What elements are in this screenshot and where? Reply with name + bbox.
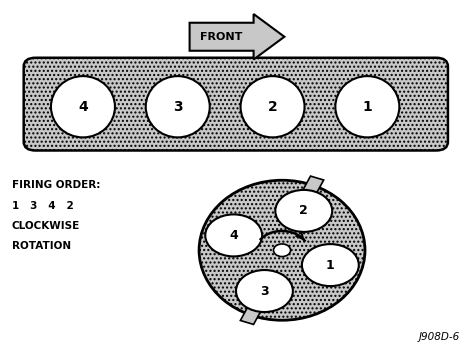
Circle shape: [275, 190, 332, 232]
Text: CLOCKWISE: CLOCKWISE: [12, 221, 80, 231]
Ellipse shape: [146, 76, 210, 138]
Text: 3: 3: [173, 100, 182, 114]
Text: FIRING ORDER:: FIRING ORDER:: [12, 180, 100, 190]
Ellipse shape: [199, 180, 365, 320]
Text: 3: 3: [260, 285, 269, 297]
Circle shape: [273, 244, 291, 257]
Polygon shape: [190, 14, 284, 60]
Text: 1: 1: [363, 100, 372, 114]
Text: 2: 2: [300, 204, 308, 217]
Text: 1   3   4   2: 1 3 4 2: [12, 201, 73, 211]
Text: 2: 2: [268, 100, 277, 114]
Circle shape: [236, 270, 293, 312]
Ellipse shape: [336, 76, 399, 138]
Ellipse shape: [51, 76, 115, 138]
Ellipse shape: [240, 76, 304, 138]
Text: J908D-6: J908D-6: [419, 332, 460, 342]
Text: 4: 4: [78, 100, 88, 114]
Circle shape: [302, 244, 359, 286]
Circle shape: [205, 215, 262, 257]
Polygon shape: [240, 306, 262, 324]
Text: 1: 1: [326, 259, 335, 272]
Text: ROTATION: ROTATION: [12, 241, 71, 251]
FancyBboxPatch shape: [24, 58, 448, 150]
Text: FRONT: FRONT: [201, 32, 243, 42]
Polygon shape: [302, 176, 324, 195]
Text: 4: 4: [229, 229, 238, 242]
